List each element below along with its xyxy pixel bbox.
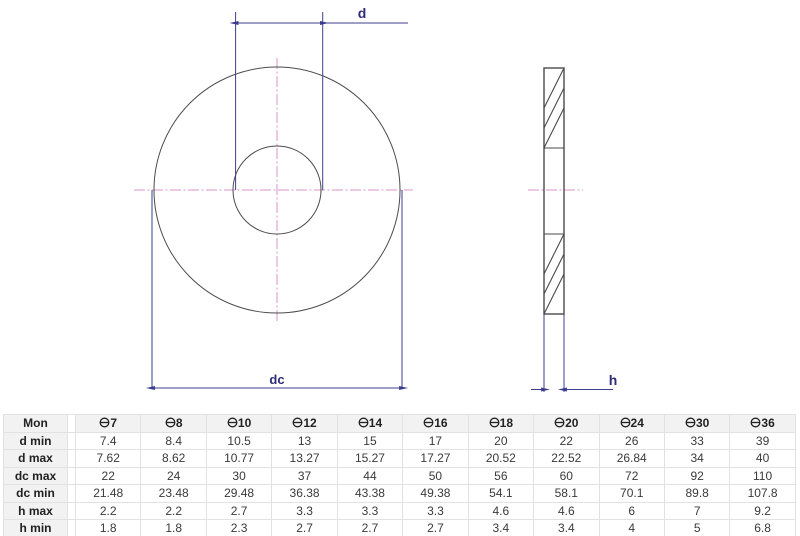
svg-text:h: h — [609, 372, 618, 388]
svg-text:dc: dc — [269, 372, 284, 387]
svg-text:d: d — [358, 5, 367, 21]
